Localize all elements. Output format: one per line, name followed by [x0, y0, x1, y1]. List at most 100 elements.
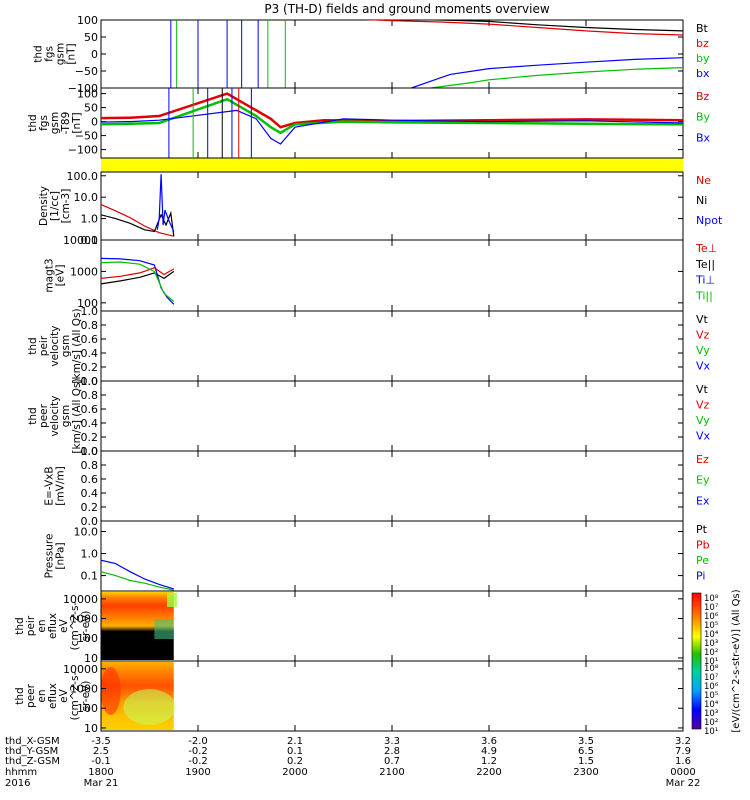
row-label: thd_Z-GSM: [5, 756, 60, 767]
y-axis-label: velocity: [49, 325, 61, 366]
legend-pe: Pe: [696, 554, 709, 567]
date-start: Mar 21: [84, 778, 119, 789]
spectrogram-patch: [100, 667, 121, 715]
y-axis-label: eflux: [47, 613, 59, 639]
y-tick-label: 10000: [63, 663, 98, 676]
position-value: 2.5: [93, 746, 109, 757]
y-tick-label: 0.8: [81, 319, 99, 332]
legend-ti: Ti||: [695, 289, 713, 302]
y-tick-label: 10.0: [74, 526, 99, 539]
time-tick-label: 1800: [88, 767, 113, 778]
legend-bz: Bz: [696, 90, 710, 103]
panel-frame: [100, 19, 684, 89]
legend-ex: Ex: [696, 494, 710, 507]
position-value: 0.1: [287, 746, 303, 757]
time-tick-label: 2100: [379, 767, 404, 778]
y-axis-label: en: [36, 619, 48, 632]
colorbar-label: [eV/(cm^2-s-str-eV)] (All Qs): [731, 589, 742, 732]
y-tick-label: 10000: [63, 234, 98, 247]
y-tick-label: 0.0: [81, 515, 99, 528]
y-axis-label: thd: [27, 337, 39, 354]
series-bz: [101, 92, 683, 129]
y-axis-label: eV: [58, 688, 70, 702]
y-tick-label: 10000: [63, 593, 98, 606]
y-axis-label: [eV]: [55, 265, 67, 287]
y-tick-label: −50: [75, 65, 98, 78]
time-tick-label: 1900: [185, 767, 210, 778]
y-axis-label: (cm^2-s-: [69, 671, 81, 720]
y-axis-label: magt3: [44, 258, 56, 292]
legend-te: Te||: [695, 258, 715, 271]
position-value: 3.3: [384, 736, 400, 747]
position-value: 1.2: [481, 756, 497, 767]
spectrogram-patch: [154, 619, 174, 639]
colorbar-tick: 10⁶: [704, 612, 719, 622]
y-tick-label: 0.1: [81, 234, 99, 247]
y-tick-label: −100: [68, 144, 98, 157]
panel-frame: [100, 171, 684, 241]
y-tick-label: 50: [84, 31, 98, 44]
series-group: [101, 174, 175, 237]
y-axis-label: E=-VxB: [44, 466, 56, 505]
time-tick-label: 2000: [282, 767, 307, 778]
y-axis-label: -T89: [60, 112, 72, 135]
y-tick-label: −50: [75, 130, 98, 143]
y-axis-label: Density: [38, 186, 50, 226]
colorbar-tick: 10²: [704, 718, 718, 728]
panel-frame: [100, 520, 684, 592]
y-axis-label: thd: [14, 617, 26, 634]
y-tick-label: 100: [77, 632, 98, 645]
panel-frame: [100, 310, 684, 382]
y-tick-label: 1.0: [81, 548, 99, 561]
legend-ne: Ne: [696, 174, 711, 187]
y-axis-label: peer: [25, 683, 37, 708]
figure-title: P3 (TH-D) fields and ground moments over…: [264, 2, 549, 16]
row-label: 2016: [5, 778, 30, 789]
time-tick-label: 2300: [573, 767, 598, 778]
series-group: [101, 559, 174, 591]
y-tick-label: 0.1: [81, 570, 99, 583]
position-value: 1.5: [578, 756, 594, 767]
spectrogram-patch: [166, 593, 177, 607]
row-label: thd_Y-GSM: [5, 746, 58, 757]
series-te: [101, 267, 175, 279]
y-axis-label: gsm: [49, 112, 61, 134]
y-tick-label: 10.0: [74, 191, 99, 204]
legend-ti: Ti⊥: [695, 274, 715, 287]
colorbar-tick: 10¹: [704, 657, 718, 667]
y-axis-label: gsm: [60, 405, 72, 427]
legend-ni: Ni: [696, 194, 707, 207]
legend-pt: Pt: [696, 523, 708, 536]
colorbar-tick: 10⁷: [704, 673, 719, 683]
position-value: 7.9: [675, 746, 691, 757]
y-tick-label: 0: [91, 116, 98, 129]
y-axis-label: [1/cc]: [49, 191, 61, 221]
colorbar-tick: 10⁸: [704, 594, 719, 604]
status-bar: [101, 158, 683, 172]
y-axis-label: [km/s] (All Qs): [71, 308, 83, 383]
y-axis-label: peer: [38, 403, 50, 428]
y-axis-label: fgs: [38, 115, 50, 131]
y-axis-label: thd: [27, 114, 39, 131]
colorbar-strip: [691, 592, 702, 730]
row-label: hhmm: [5, 767, 37, 778]
y-tick-label: 1.0: [81, 375, 99, 388]
legend-bx: bx: [696, 67, 710, 80]
y-tick-label: 0.2: [81, 361, 99, 374]
y-tick-label: 0.8: [81, 459, 99, 472]
legend-bt: Bt: [696, 22, 709, 35]
y-tick-label: 0.6: [81, 333, 99, 346]
legend-te: Te⊥: [695, 242, 717, 255]
y-axis-label: [nPa]: [55, 542, 67, 569]
legend-vx: Vx: [696, 360, 711, 373]
series-group: [101, 88, 683, 158]
y-tick-label: 0.0: [81, 375, 99, 388]
colorbar-tick: 10⁷: [704, 603, 719, 613]
colorbar-tick: 10⁴: [704, 630, 719, 640]
y-tick-label: 0.2: [81, 501, 99, 514]
series-ti: [101, 257, 175, 305]
position-value: -0.1: [91, 756, 111, 767]
legend-vz: Vz: [696, 329, 710, 342]
series-group: [101, 257, 175, 305]
legend-vz: Vz: [696, 399, 710, 412]
